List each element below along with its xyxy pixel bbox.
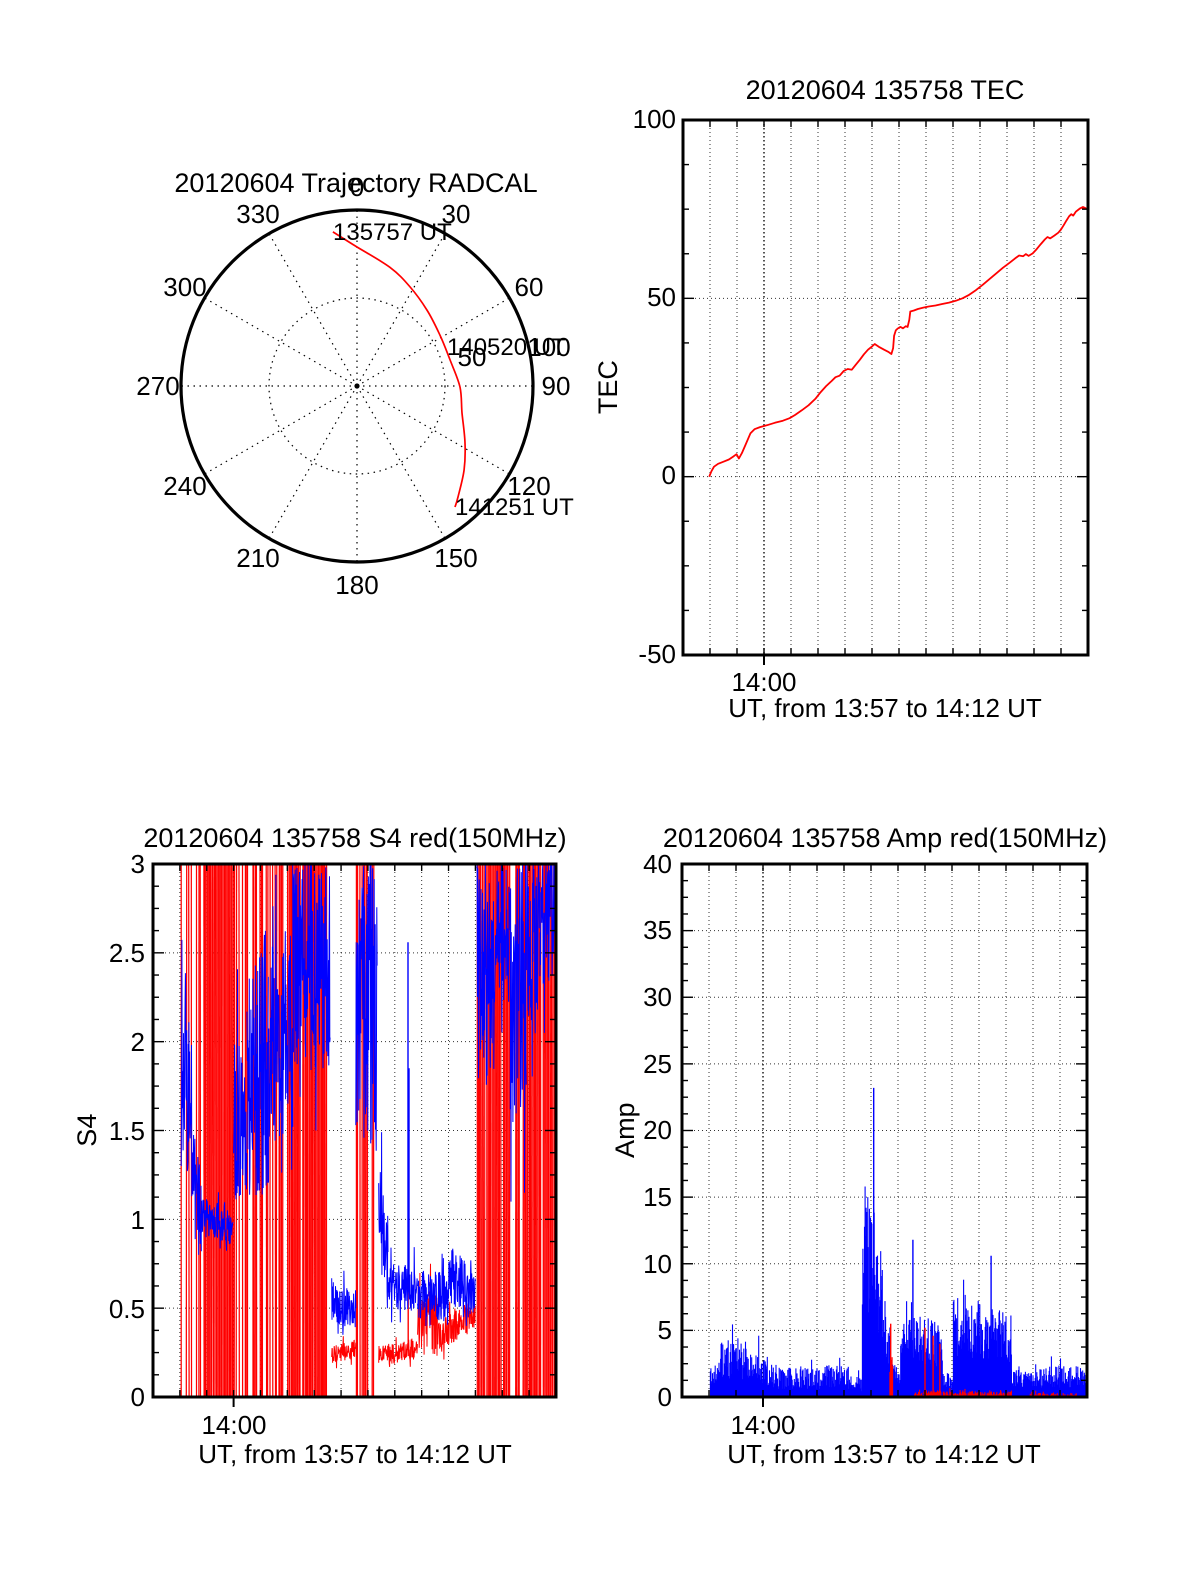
azimuth-label-180: 180	[335, 570, 379, 600]
azimuth-label-30: 30	[441, 199, 471, 229]
s4-series-group	[180, 864, 556, 1397]
tec-ytick-label: 100	[632, 104, 676, 134]
s4-ytick-label: 3	[130, 849, 145, 879]
amp-x-axis-label: UT, from 13:57 to 14:12 UT	[727, 1439, 1041, 1469]
tec-ytick-label: -50	[638, 639, 676, 669]
azimuth-label-270: 270	[136, 371, 180, 401]
tec-title: 20120604 135758 TEC	[745, 75, 1025, 105]
polar-outer-circle	[179, 208, 535, 564]
azimuth-label-210: 210	[236, 543, 280, 573]
polar-center-dot	[354, 383, 360, 389]
s4-ytick-label: 2	[130, 1027, 145, 1057]
polar-spoke	[356, 233, 446, 387]
s4-ytick-label: 1	[130, 1205, 145, 1235]
polar-spoke	[268, 385, 358, 539]
s4-panel	[151, 862, 558, 1407]
azimuth-label-0: 0	[349, 172, 365, 202]
s4-title: 20120604 135758 S4 red(150MHz)	[143, 823, 567, 853]
polar-inner-circle	[268, 297, 446, 475]
amp-ytick-label: 30	[643, 982, 672, 1012]
amp-ytick-label: 15	[643, 1182, 672, 1212]
amp-series-group	[709, 1087, 1087, 1397]
azimuth-label-150: 150	[434, 543, 478, 573]
azimuth-label-60: 60	[514, 272, 544, 302]
s4-xtick-label: 14:00	[201, 1410, 267, 1440]
tec-ytick-label: 50	[647, 282, 676, 312]
s4-ytick-label: 2.5	[108, 938, 145, 968]
amp-ytick-label: 40	[643, 849, 672, 879]
tec-xtick-label: 14:00	[731, 667, 797, 697]
azimuth-label-330: 330	[236, 199, 280, 229]
s4-ytick-label: 0	[130, 1382, 145, 1412]
amp-ytick-label: 20	[643, 1115, 672, 1145]
amp-title: 20120604 135758 Amp red(150MHz)	[662, 823, 1108, 853]
amp-xtick-label: 14:00	[730, 1410, 796, 1440]
tec-frame	[681, 118, 1090, 657]
radial-label-50: 50	[457, 342, 487, 372]
amp-panel	[680, 862, 1089, 1407]
trajectory-annotation-end: 141251 UT	[455, 494, 574, 521]
amp-ytick-label: 5	[657, 1315, 672, 1345]
s4-ytick-label: 0.5	[108, 1294, 145, 1324]
polar-spoke	[356, 385, 446, 539]
polar-spoke	[204, 297, 358, 387]
azimuth-label-300: 300	[163, 272, 207, 302]
amp-ytick-label: 10	[643, 1249, 672, 1279]
tec-ytick-label: 0	[661, 460, 676, 490]
trajectory-annotation-start: 135757 UT	[333, 219, 452, 246]
trajectory-annotation-mid: 140520 UT	[447, 334, 566, 361]
radial-label-100: 100	[527, 332, 571, 362]
trajectory-title: 20120604 Trajectory RADCAL	[174, 168, 538, 198]
s4-x-axis-label: UT, from 13:57 to 14:12 UT	[198, 1439, 512, 1469]
tec-panel	[681, 118, 1090, 665]
azimuth-label-120: 120	[507, 471, 551, 501]
polar-spoke	[268, 233, 358, 387]
tec-series-group	[708, 206, 1088, 478]
amp-ytick-label: 0	[657, 1382, 672, 1412]
trajectory-path	[332, 231, 467, 508]
trajectory-panel	[179, 208, 535, 564]
azimuth-label-90: 90	[541, 371, 571, 401]
amp-ytick-label: 35	[643, 915, 672, 945]
tec-x-axis-label: UT, from 13:57 to 14:12 UT	[728, 693, 1042, 723]
s4-ytick-label: 1.5	[108, 1116, 145, 1146]
polar-spoke	[204, 385, 358, 475]
amp-ytick-label: 25	[643, 1049, 672, 1079]
azimuth-label-240: 240	[163, 471, 207, 501]
tec-line	[708, 206, 1088, 478]
polar-spoke	[356, 385, 510, 475]
